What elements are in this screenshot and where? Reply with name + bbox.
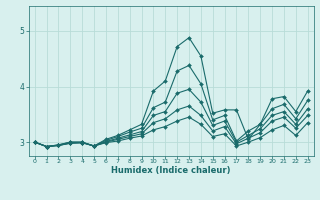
X-axis label: Humidex (Indice chaleur): Humidex (Indice chaleur) [111, 166, 231, 175]
